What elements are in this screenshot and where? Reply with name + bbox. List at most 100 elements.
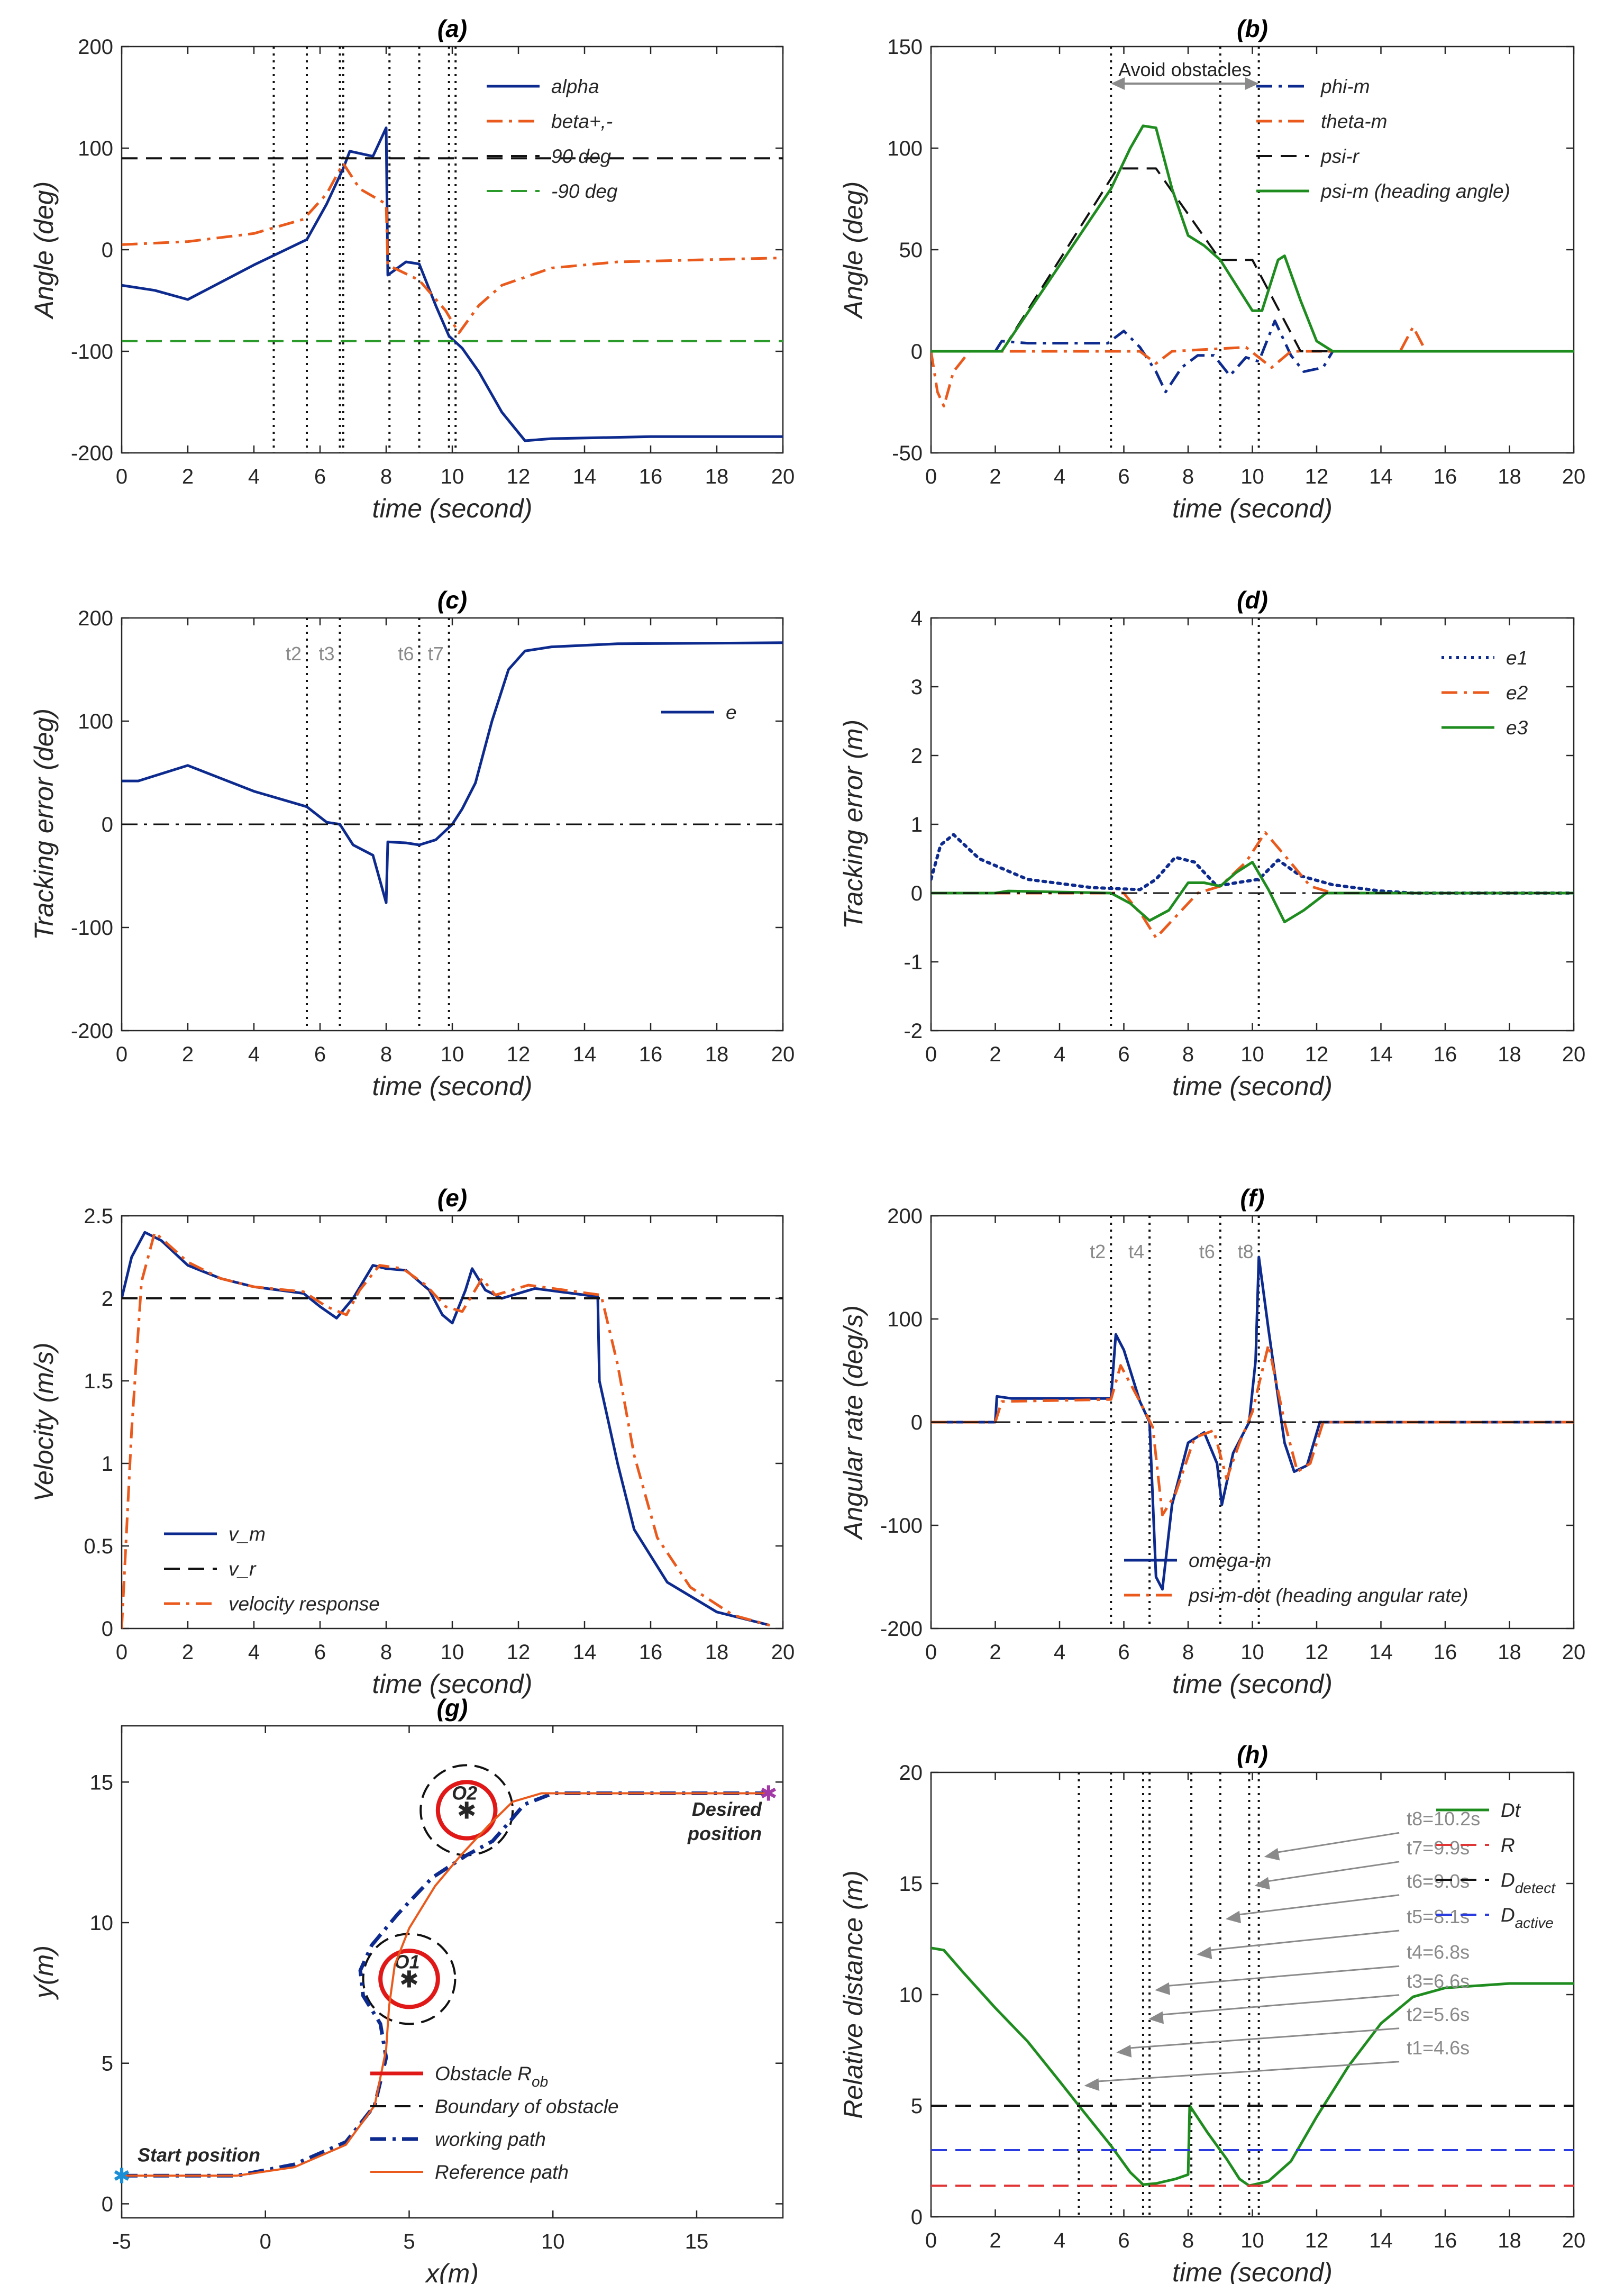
x-tick-label: 8 [1182,2229,1194,2252]
legend-label: velocity response [229,1593,380,1615]
y-tick-label: 100 [78,137,113,160]
obstacle-center-marker: ✱ [399,1967,419,1992]
time-mark-arrowhead [1116,2044,1132,2058]
y-tick-label: 2.5 [84,1205,113,1228]
x-tick-label: 16 [1434,465,1457,488]
x-tick-label: 16 [639,1043,663,1066]
y-tick-label: -1 [904,951,923,974]
panel-f: 0 2 4 6 8 10 12 14 16 18 20 -200 -100 0 100 200 time (se… [838,1184,1585,1699]
series-line-e2 [931,831,1574,939]
x-tick-label: 8 [380,465,392,488]
x-tick-label: 18 [1498,1641,1521,1664]
time-mark-label: t8=10.2s [1407,1808,1480,1830]
legend-label: working path [435,2128,546,2150]
desired-position-label-1: Desired [692,1798,762,1820]
plot-frame [930,617,1575,1032]
x-tick-label: 8 [380,1043,392,1066]
x-tick-label: 20 [771,1641,795,1664]
x-tick-label: 10 [1240,2229,1264,2252]
panel-title: (b) [1237,15,1268,42]
event-label: t6 [1199,1241,1215,1262]
x-tick-label: 20 [771,465,795,488]
legend-label: alpha [551,76,599,97]
x-tick-label: 15 [685,2230,709,2253]
panel-title: (d) [1237,586,1268,614]
legend: e [661,702,737,723]
x-tick-label: 12 [507,465,531,488]
y-tick-label: 200 [78,35,113,59]
legend-label: 90 deg [551,145,612,167]
x-tick-label: 10 [441,465,464,488]
series-line-alpha [122,126,783,442]
legend-label: e [726,702,737,723]
x-tick-label: 16 [1434,1043,1457,1066]
y-axis-label: Relative distance (m) [838,1870,868,2119]
x-tick-label: 12 [1305,2229,1329,2252]
legend-label: Reference path [435,2161,569,2183]
legend-subscript: detect [1515,1880,1556,1896]
legend: Obstacle Rob Boundary of obstacle working … [370,2063,619,2183]
x-tick-label: 8 [1182,1043,1194,1066]
x-tick-label: 4 [1054,465,1065,488]
x-tick-label: 14 [1369,1043,1393,1066]
x-tick-label: 14 [573,1043,597,1066]
legend-subscript: ob [532,2073,548,2090]
time-mark-arrow [1160,1994,1400,2016]
y-tick-label: -100 [880,1514,923,1537]
legend: e1 e2 e3 [1441,647,1528,739]
x-axis-label: time (second) [1172,2258,1333,2284]
y-tick-label: 1 [911,813,923,836]
x-tick-label: 4 [248,1043,260,1066]
event-label: t2 [286,643,302,665]
series-line-beta- [122,162,783,334]
y-tick-label: 150 [887,35,923,59]
time-mark-arrowhead [1225,1910,1242,1924]
x-tick-label: 2 [182,465,194,488]
y-tick-label: 0 [911,1411,923,1434]
x-axis-label: time (second) [1172,494,1333,523]
y-tick-label: 100 [78,710,113,733]
y-axis-label: Velocity (m/s) [29,1343,59,1502]
x-axis-label: x(m) [425,2259,479,2284]
y-tick-label: 0 [911,882,923,905]
x-tick-label: 2 [989,2229,1001,2252]
legend: omega-m psi-m-dot (heading angular rate) [1124,1550,1468,1606]
x-tick-label: 18 [1498,465,1521,488]
plot-frame [121,46,784,454]
series-line-v-m [122,1231,770,1627]
series-line-omega-m [931,1255,1574,1591]
x-tick-label: 2 [989,1641,1001,1664]
x-tick-label: 16 [1434,2229,1457,2252]
obstacle-circle [378,1949,440,2009]
y-tick-label: 4 [911,607,923,630]
y-tick-label: 2 [102,1287,113,1311]
x-tick-label: 12 [507,1043,531,1066]
y-tick-label: 20 [899,1761,923,1785]
time-mark-arrow [1266,1861,1400,1882]
legend: alpha beta+,- 90 deg -90 deg [487,76,618,202]
y-axis-label: Angle (deg) [838,181,868,320]
x-tick-label: 20 [1562,2229,1586,2252]
x-tick-label: 6 [1118,2229,1129,2252]
series-line-velocity-response [122,1231,770,1628]
x-tick-label: 0 [925,1641,937,1664]
y-tick-label: 10 [90,1912,114,1935]
x-tick-label: 18 [1498,2229,1521,2252]
x-tick-label: 6 [314,465,326,488]
y-tick-label: 200 [887,1205,923,1228]
x-axis-label: time (second) [1172,1071,1333,1101]
x-tick-label: 2 [989,465,1001,488]
y-tick-label: -50 [892,442,923,465]
event-label: t7 [428,643,444,665]
legend-label: Ddetect [1501,1869,1556,1896]
legend-label: psi-r [1320,145,1360,167]
x-tick-label: 10 [1240,1641,1264,1664]
x-tick-label: 8 [1182,1641,1194,1664]
panel-title: (h) [1237,1741,1268,1768]
x-tick-label: 20 [1562,465,1586,488]
x-tick-label: 18 [705,1043,729,1066]
obstacle-center-marker: ✱ [457,1798,477,1824]
x-tick-label: 18 [705,1641,729,1664]
